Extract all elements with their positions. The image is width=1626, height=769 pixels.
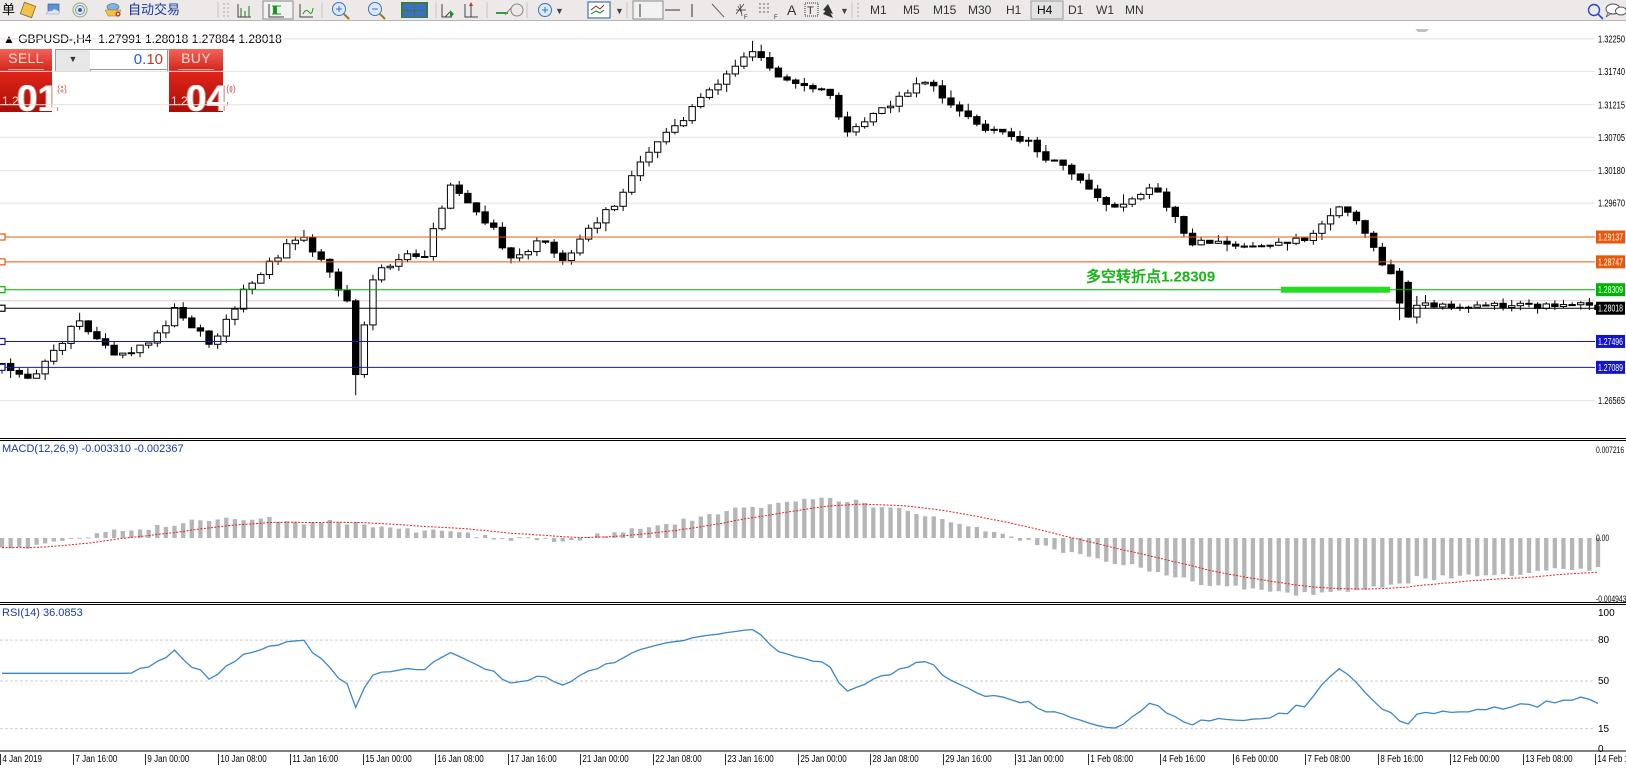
svg-text:1.28018: 1.28018 [1598, 304, 1623, 315]
svg-text:1.27496: 1.27496 [1598, 337, 1623, 348]
svg-text:1.29137: 1.29137 [1598, 233, 1623, 244]
svg-text:1.27089: 1.27089 [1598, 363, 1623, 374]
svg-text:1.31740: 1.31740 [1598, 67, 1625, 78]
svg-text:1.26565: 1.26565 [1598, 396, 1625, 407]
svg-text:1.31215: 1.31215 [1598, 100, 1625, 111]
svg-text:多空转折点1.28309: 多空转折点1.28309 [1086, 268, 1215, 286]
svg-text:1.30705: 1.30705 [1598, 133, 1625, 144]
svg-text:1.29670: 1.29670 [1598, 199, 1625, 210]
svg-text:1.30180: 1.30180 [1598, 166, 1625, 177]
svg-text:1.28309: 1.28309 [1598, 285, 1623, 296]
svg-text:1.32250: 1.32250 [1598, 35, 1625, 45]
svg-text:1.28747: 1.28747 [1598, 257, 1623, 268]
